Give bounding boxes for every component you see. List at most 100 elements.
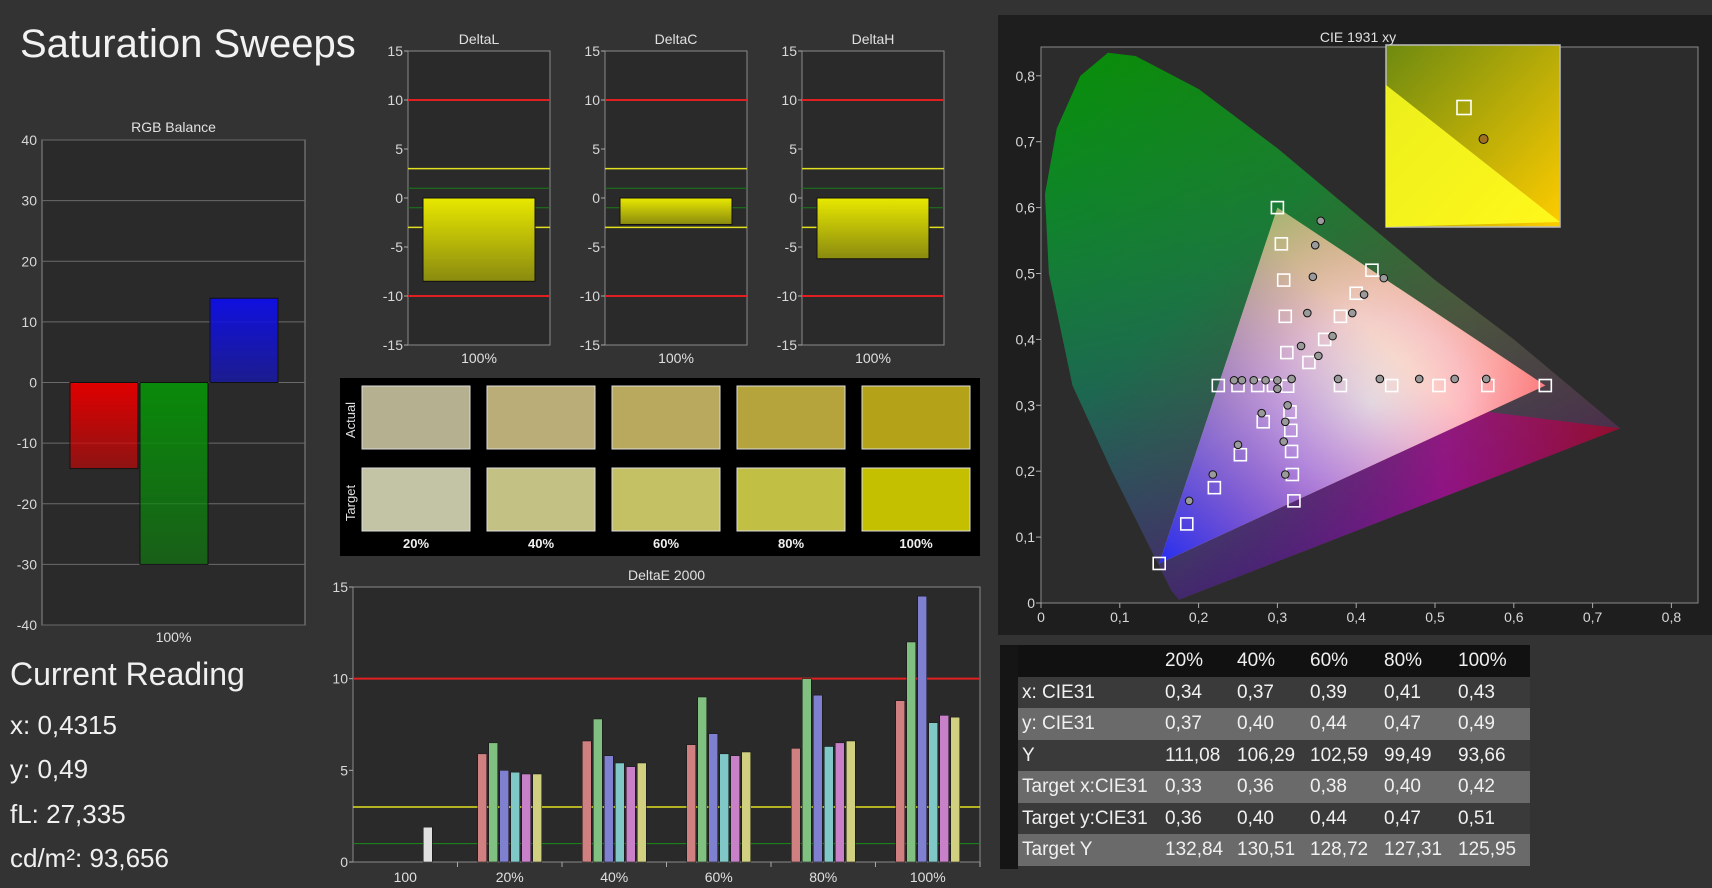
table-cell: 127,31 [1384, 839, 1443, 860]
rgb-balance-chart: RGB Balance 40 30 20 10 0 -10 -20 -30 -40 100% [17, 119, 306, 645]
cie-ytick-label: 0 [1027, 595, 1035, 611]
table-header-cell: 80% [1384, 650, 1423, 671]
rgb-ytick-label: -20 [17, 496, 37, 512]
table-row [1018, 708, 1530, 740]
cie-measured-point [1280, 417, 1290, 427]
rgb-bar-r [69, 382, 139, 470]
swatch-level-label: 40% [528, 536, 554, 551]
cie-xtick-label: 0,8 [1662, 609, 1682, 625]
table-row [1018, 676, 1530, 708]
cie-purple-region [1178, 405, 1621, 600]
delta-ytick-label: 15 [584, 43, 600, 59]
cie-measured-point [1328, 331, 1337, 341]
deltae-bar [741, 751, 751, 863]
table-row-label: Target x:CIE31 [1022, 776, 1148, 797]
swatch-actual [736, 385, 846, 450]
deltae-bar [730, 755, 740, 863]
table-cell: 0,44 [1310, 713, 1347, 734]
table-cell: 111,08 [1165, 744, 1221, 766]
delta-ytick-label: 5 [395, 141, 403, 157]
table-cell: 106,29 [1237, 744, 1296, 766]
cie-measured-point [1359, 290, 1369, 299]
table-row [1018, 834, 1530, 866]
table-cell: 0,42 [1458, 776, 1495, 797]
cie-target-marker [1211, 378, 1226, 393]
cie-ytick-label: 0,4 [1016, 331, 1036, 347]
table-row [1018, 771, 1530, 803]
deltae-bar [906, 641, 916, 863]
delta-ytick-label: 5 [592, 141, 600, 157]
deltae-bar [626, 766, 636, 863]
cie-xtick-label: 0 [1037, 609, 1045, 625]
swatch-target-label: Target [343, 485, 358, 522]
swatch-target [861, 467, 971, 532]
cie-measured-point [1261, 375, 1270, 385]
table-cell: 0,51 [1458, 807, 1495, 829]
table-cell: 0,39 [1310, 681, 1347, 703]
deltae-bar [488, 742, 498, 863]
cie-xtick-label: 0,6 [1504, 609, 1524, 625]
delta-category-label: 100% [855, 350, 891, 366]
rgb-ytick-label: 10 [21, 314, 37, 330]
cie-target-marker [1284, 444, 1299, 459]
table-cell: 102,59 [1310, 744, 1369, 766]
cie-target-marker [1365, 263, 1379, 278]
cie-ytick-label: 0,5 [1016, 266, 1036, 282]
swatch-target [361, 467, 471, 532]
cie-1931-chart: CIE 1931 xy 0 0,1 0,2 0,3 0,4 0,5 0,6 0,7 0,8 0 0,1… [998, 15, 1712, 635]
cie-target-marker [1333, 309, 1348, 324]
cie-target-marker [1278, 309, 1293, 324]
deltae-category-label: 20% [496, 869, 524, 885]
cie-ytick-label: 0,7 [1016, 134, 1036, 150]
swatch-target [736, 467, 846, 532]
table-cell: 0,41 [1384, 681, 1421, 703]
cie-title: CIE 1931 xy [1320, 29, 1396, 45]
table-cell: 0,49 [1458, 713, 1495, 734]
table-row [1018, 802, 1530, 834]
cie-target-marker [1179, 517, 1194, 531]
deltae-bar [593, 718, 603, 863]
deltae-bar [532, 773, 542, 863]
table-cell: 0,40 [1384, 776, 1421, 797]
page-title: Saturation Sweeps [20, 22, 356, 66]
swatch-target [486, 467, 596, 532]
table-row-label: Target y:CIE31 [1022, 807, 1148, 829]
cie-gamut-blue-overlay [1159, 207, 1546, 564]
cie-measured-point [1316, 216, 1326, 226]
table-cell: 93,66 [1458, 744, 1506, 766]
cie-target-marker [1152, 556, 1166, 571]
cie-measured-point [1280, 470, 1290, 479]
reading-x: x: 0,4315 [10, 710, 117, 740]
rgb-ytick-label: -30 [17, 556, 37, 572]
rgb-balance-title: RGB Balance [131, 119, 216, 135]
table-row [1018, 739, 1530, 771]
table-header-cell: 40% [1237, 650, 1276, 671]
cie-measured-point [1375, 374, 1385, 384]
delta-category-label: 100% [461, 350, 497, 366]
delta-bar [816, 197, 930, 260]
delta-ytick-label: 10 [387, 92, 403, 108]
table-cell: 125,95 [1458, 839, 1517, 860]
cie-target-marker [1233, 447, 1248, 462]
delta-title: DeltaL [459, 31, 500, 47]
deltae-bar [604, 755, 614, 863]
rgb-bar-g [139, 382, 209, 565]
deltae-bar [477, 753, 487, 863]
deltae-category-label: 60% [705, 869, 733, 885]
cie-measured-point [1414, 374, 1424, 384]
cie-target-marker [1207, 480, 1222, 495]
deltae-bar [939, 715, 949, 863]
cie-measured-point [1310, 240, 1320, 250]
cie-xtick-label: 0,4 [1346, 609, 1366, 625]
cie-target-marker [1302, 355, 1316, 370]
swatch-level-label: 60% [653, 536, 679, 551]
delta-ytick-label: -15 [580, 337, 600, 353]
rgb-ytick-label: 0 [29, 375, 37, 391]
reading-y: y: 0,49 [10, 754, 89, 784]
rgb-ytick-label: 40 [21, 132, 37, 148]
rgb-ytick-label: 20 [21, 253, 37, 269]
delta-ytick-label: -10 [383, 288, 403, 304]
deltae-bar [802, 678, 812, 863]
cie-measured-point [1379, 273, 1389, 283]
deltae-bar [686, 744, 696, 863]
